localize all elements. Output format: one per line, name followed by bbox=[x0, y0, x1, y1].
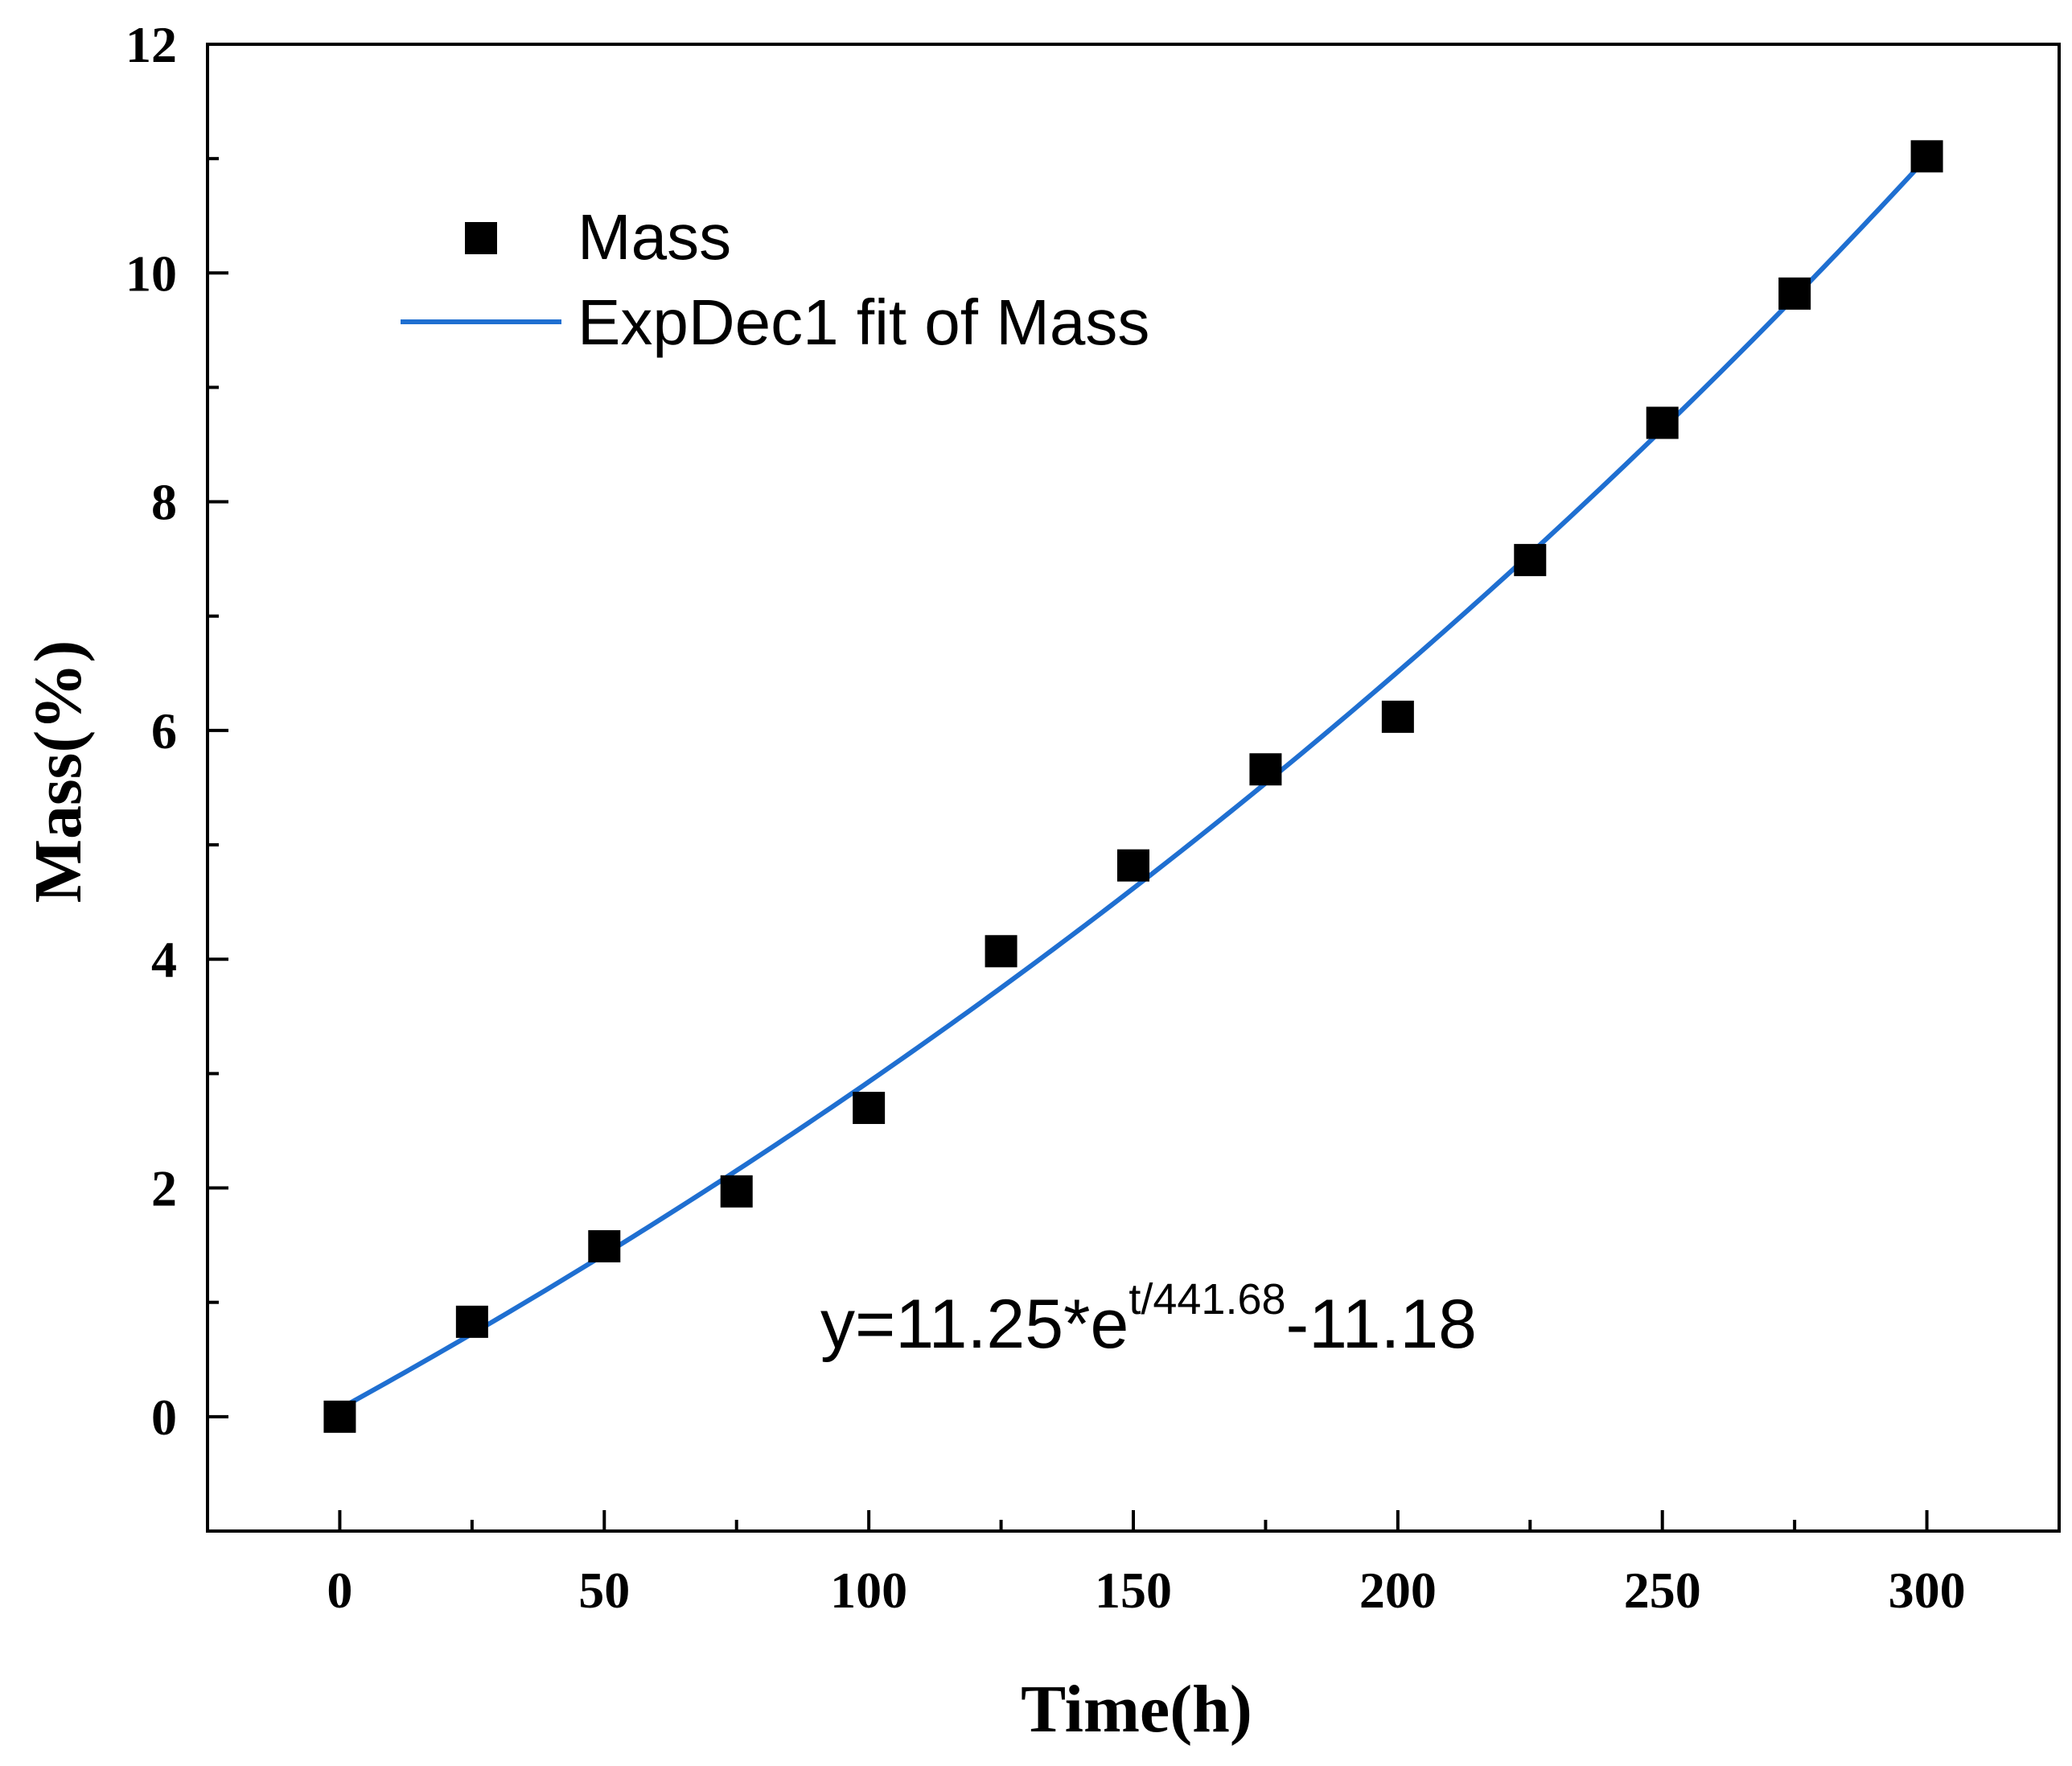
y-axis-title: Mass(%) bbox=[21, 640, 96, 904]
data-point bbox=[455, 1305, 488, 1338]
x-axis-title: Time(h) bbox=[1021, 1672, 1252, 1747]
y-tick-label: 8 bbox=[151, 474, 177, 531]
legend-marker-mass bbox=[465, 222, 497, 254]
data-point bbox=[1249, 753, 1282, 786]
y-tick-label: 2 bbox=[151, 1160, 177, 1217]
data-point bbox=[720, 1175, 753, 1208]
data-point bbox=[323, 1400, 356, 1433]
legend-label-fit: ExpDec1 fit of Mass bbox=[578, 286, 1149, 358]
y-tick-label: 10 bbox=[125, 245, 177, 302]
y-tick-label: 4 bbox=[151, 931, 177, 988]
data-point bbox=[1381, 700, 1414, 733]
x-tick-label: 50 bbox=[578, 1562, 630, 1619]
y-tick-label: 12 bbox=[125, 16, 177, 73]
data-point bbox=[1646, 406, 1679, 439]
y-tick-label: 6 bbox=[151, 702, 177, 760]
legend: Mass ExpDec1 fit of Mass bbox=[401, 201, 1149, 358]
x-tick-label: 200 bbox=[1359, 1562, 1437, 1619]
data-point bbox=[985, 935, 1018, 968]
x-tick-label: 100 bbox=[830, 1562, 907, 1619]
x-tick-label: 150 bbox=[1095, 1562, 1172, 1619]
data-point bbox=[1910, 140, 1943, 173]
data-point bbox=[853, 1092, 886, 1125]
data-point bbox=[1117, 849, 1149, 882]
legend-label-mass: Mass bbox=[578, 201, 731, 273]
y-tick-label: 0 bbox=[151, 1389, 177, 1446]
data-points bbox=[323, 140, 1943, 1433]
x-axis: 0 50 100 150 200 250 300 bbox=[327, 1510, 1966, 1619]
x-tick-label: 300 bbox=[1889, 1562, 1966, 1619]
data-point bbox=[1778, 277, 1811, 310]
equation-exponent: t/441.68 bbox=[1128, 1275, 1285, 1323]
x-tick-label: 250 bbox=[1624, 1562, 1701, 1619]
x-tick-label: 0 bbox=[327, 1562, 352, 1619]
fit-equation: y=11.25*et/441.68-11.18 bbox=[820, 1275, 1477, 1363]
y-axis: 0 2 4 6 8 10 12 bbox=[125, 16, 228, 1533]
data-point bbox=[588, 1230, 621, 1263]
equation-suffix: -11.18 bbox=[1286, 1286, 1477, 1363]
data-point bbox=[1514, 544, 1547, 577]
equation-prefix: y=11.25*e bbox=[820, 1286, 1128, 1363]
